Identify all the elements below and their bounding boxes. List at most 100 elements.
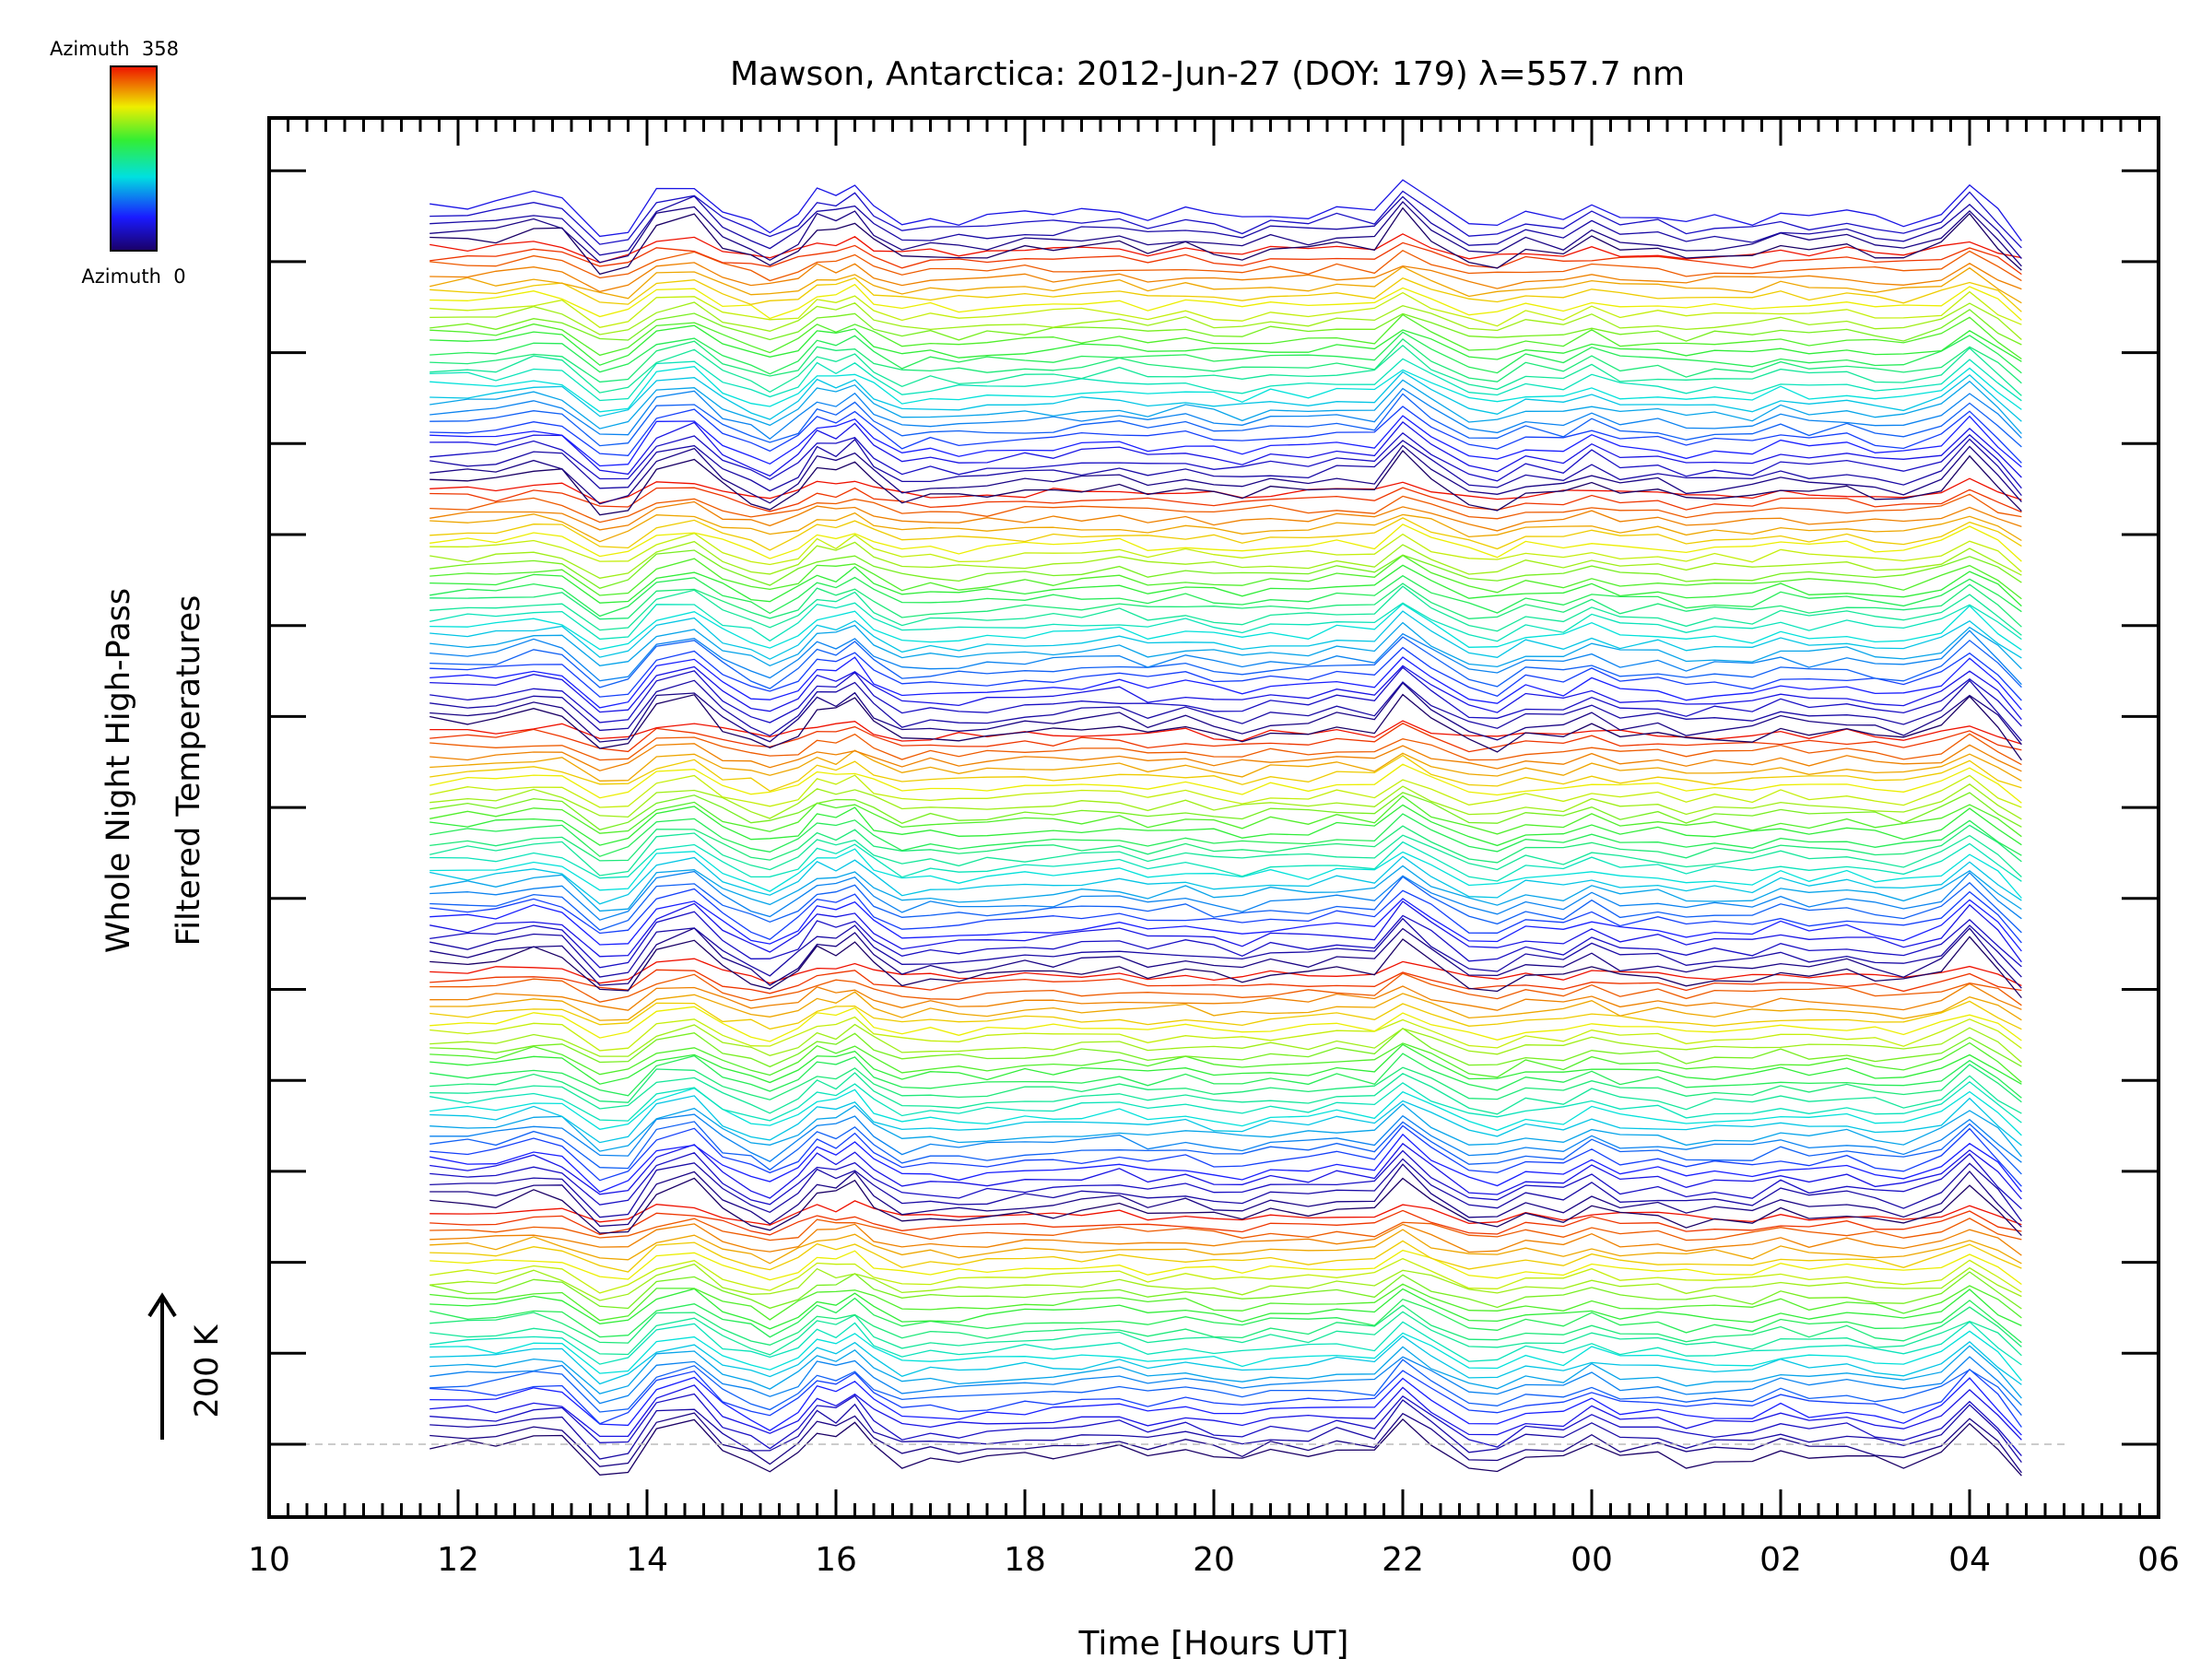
colorbar-bottom-label: Azimuth 0	[81, 265, 185, 288]
temperature-trace	[429, 487, 2022, 513]
x-tick-label: 06	[2137, 1541, 2180, 1579]
temperature-trace	[429, 179, 2022, 241]
temperature-trace	[429, 585, 2022, 636]
y-axis-label-line1: Whole Night High-Pass	[100, 588, 137, 953]
temperature-trace	[429, 888, 2022, 944]
temperature-trace	[429, 665, 2022, 721]
temperature-trace	[429, 549, 2022, 590]
temperature-trace	[429, 265, 2022, 304]
x-tick-label: 16	[815, 1541, 857, 1579]
temperature-trace	[429, 774, 2022, 808]
temperature-trace	[429, 646, 2022, 701]
x-tick-label-group: 10 12 14 16 18 20 22 00 02 04 06	[248, 1541, 2180, 1579]
temperature-trace	[429, 301, 2022, 340]
temperature-trace	[429, 313, 2022, 360]
temperature-trace	[429, 415, 2022, 468]
temperature-trace	[429, 1072, 2022, 1115]
scale-label: 200 K	[189, 1324, 226, 1418]
temperature-trace	[429, 754, 2022, 793]
temperature-trace	[429, 450, 2022, 516]
temperature-trace	[429, 406, 2022, 464]
temperature-trace	[429, 500, 2022, 532]
temperature-trace	[429, 749, 2022, 782]
temperature-trace	[429, 917, 2022, 978]
temperature-trace	[429, 1297, 2022, 1344]
temperature-trace	[429, 371, 2022, 422]
temperature-trace	[429, 1288, 2022, 1330]
temperature-trace	[429, 431, 2022, 489]
temperature-trace	[429, 1399, 2022, 1463]
temperature-trace	[429, 262, 2022, 293]
temperature-trace	[429, 290, 2022, 328]
temperature-trace	[429, 1209, 2022, 1236]
temperature-trace	[429, 720, 2022, 745]
colorbar	[110, 65, 158, 252]
temperature-trace	[429, 1080, 2022, 1124]
temperature-trace	[429, 1133, 2022, 1194]
temperature-trace	[429, 512, 2022, 543]
temperature-trace	[429, 603, 2022, 651]
temperature-trace	[429, 283, 2022, 321]
x-tick-label: 22	[1382, 1541, 1424, 1579]
temperature-trace	[429, 1359, 2022, 1417]
temperature-trace	[429, 870, 2022, 921]
temperature-trace	[429, 629, 2022, 686]
temperature-trace	[429, 1311, 2022, 1357]
temperature-trace	[429, 783, 2022, 820]
temperature-trace	[429, 379, 2022, 434]
temperature-trace	[429, 1087, 2022, 1136]
temperature-trace	[429, 832, 2022, 877]
temperature-trace	[429, 1418, 2022, 1477]
temperature-trace	[429, 610, 2022, 660]
temperature-trace	[429, 824, 2022, 864]
temperature-trace	[429, 972, 2022, 1006]
temperature-trace	[429, 621, 2022, 670]
temperature-trace	[429, 1321, 2022, 1366]
temperature-trace	[429, 1218, 2022, 1241]
temperature-trace	[429, 656, 2022, 711]
temperature-trace	[429, 477, 2022, 504]
temperature-trace	[429, 195, 2022, 260]
temperature-trace	[429, 1345, 2022, 1399]
temperature-trace	[429, 1121, 2022, 1175]
temperature-trace	[429, 733, 2022, 766]
temperature-trace	[429, 201, 2022, 267]
temperature-trace	[429, 1000, 2022, 1030]
x-tick-label: 04	[1948, 1541, 1991, 1579]
temperature-trace	[429, 1393, 2022, 1457]
temperature-trace	[429, 1041, 2022, 1083]
temperature-trace	[429, 1412, 2022, 1474]
temperature-trace	[429, 438, 2022, 497]
temperature-trace	[429, 848, 2022, 899]
temperature-trace	[429, 813, 2022, 857]
temperature-trace	[429, 841, 2022, 882]
temperature-trace	[429, 1330, 2022, 1382]
x-tick-label: 00	[1571, 1541, 1613, 1579]
temperature-trace	[429, 574, 2022, 618]
temperature-trace	[429, 444, 2022, 505]
temperature-trace	[429, 532, 2022, 572]
temperature-trace	[429, 804, 2022, 847]
temperature-trace	[429, 855, 2022, 905]
x-tick-label: 20	[1193, 1541, 1235, 1579]
temperature-trace	[429, 982, 2022, 1011]
x-tick-label: 02	[1759, 1541, 1802, 1579]
temperature-trace	[429, 1163, 2022, 1228]
temperature-trace	[429, 1113, 2022, 1163]
temperature-trace	[429, 1053, 2022, 1099]
temperature-trace	[429, 900, 2022, 963]
temperature-trace	[429, 366, 2022, 413]
temperature-trace	[429, 1335, 2022, 1385]
temperature-trace	[429, 206, 2022, 276]
temperature-trace	[429, 241, 2022, 276]
temperature-trace	[429, 1240, 2022, 1273]
temperature-trace	[429, 338, 2022, 384]
colorbar-top-label: Azimuth 358	[50, 38, 179, 60]
temperature-trace	[429, 666, 2022, 727]
temperature-trace	[429, 876, 2022, 934]
temperature-trace	[429, 276, 2022, 312]
temperature-trace	[429, 421, 2022, 478]
temperature-trace	[429, 517, 2022, 551]
temperature-trace	[429, 1043, 2022, 1085]
